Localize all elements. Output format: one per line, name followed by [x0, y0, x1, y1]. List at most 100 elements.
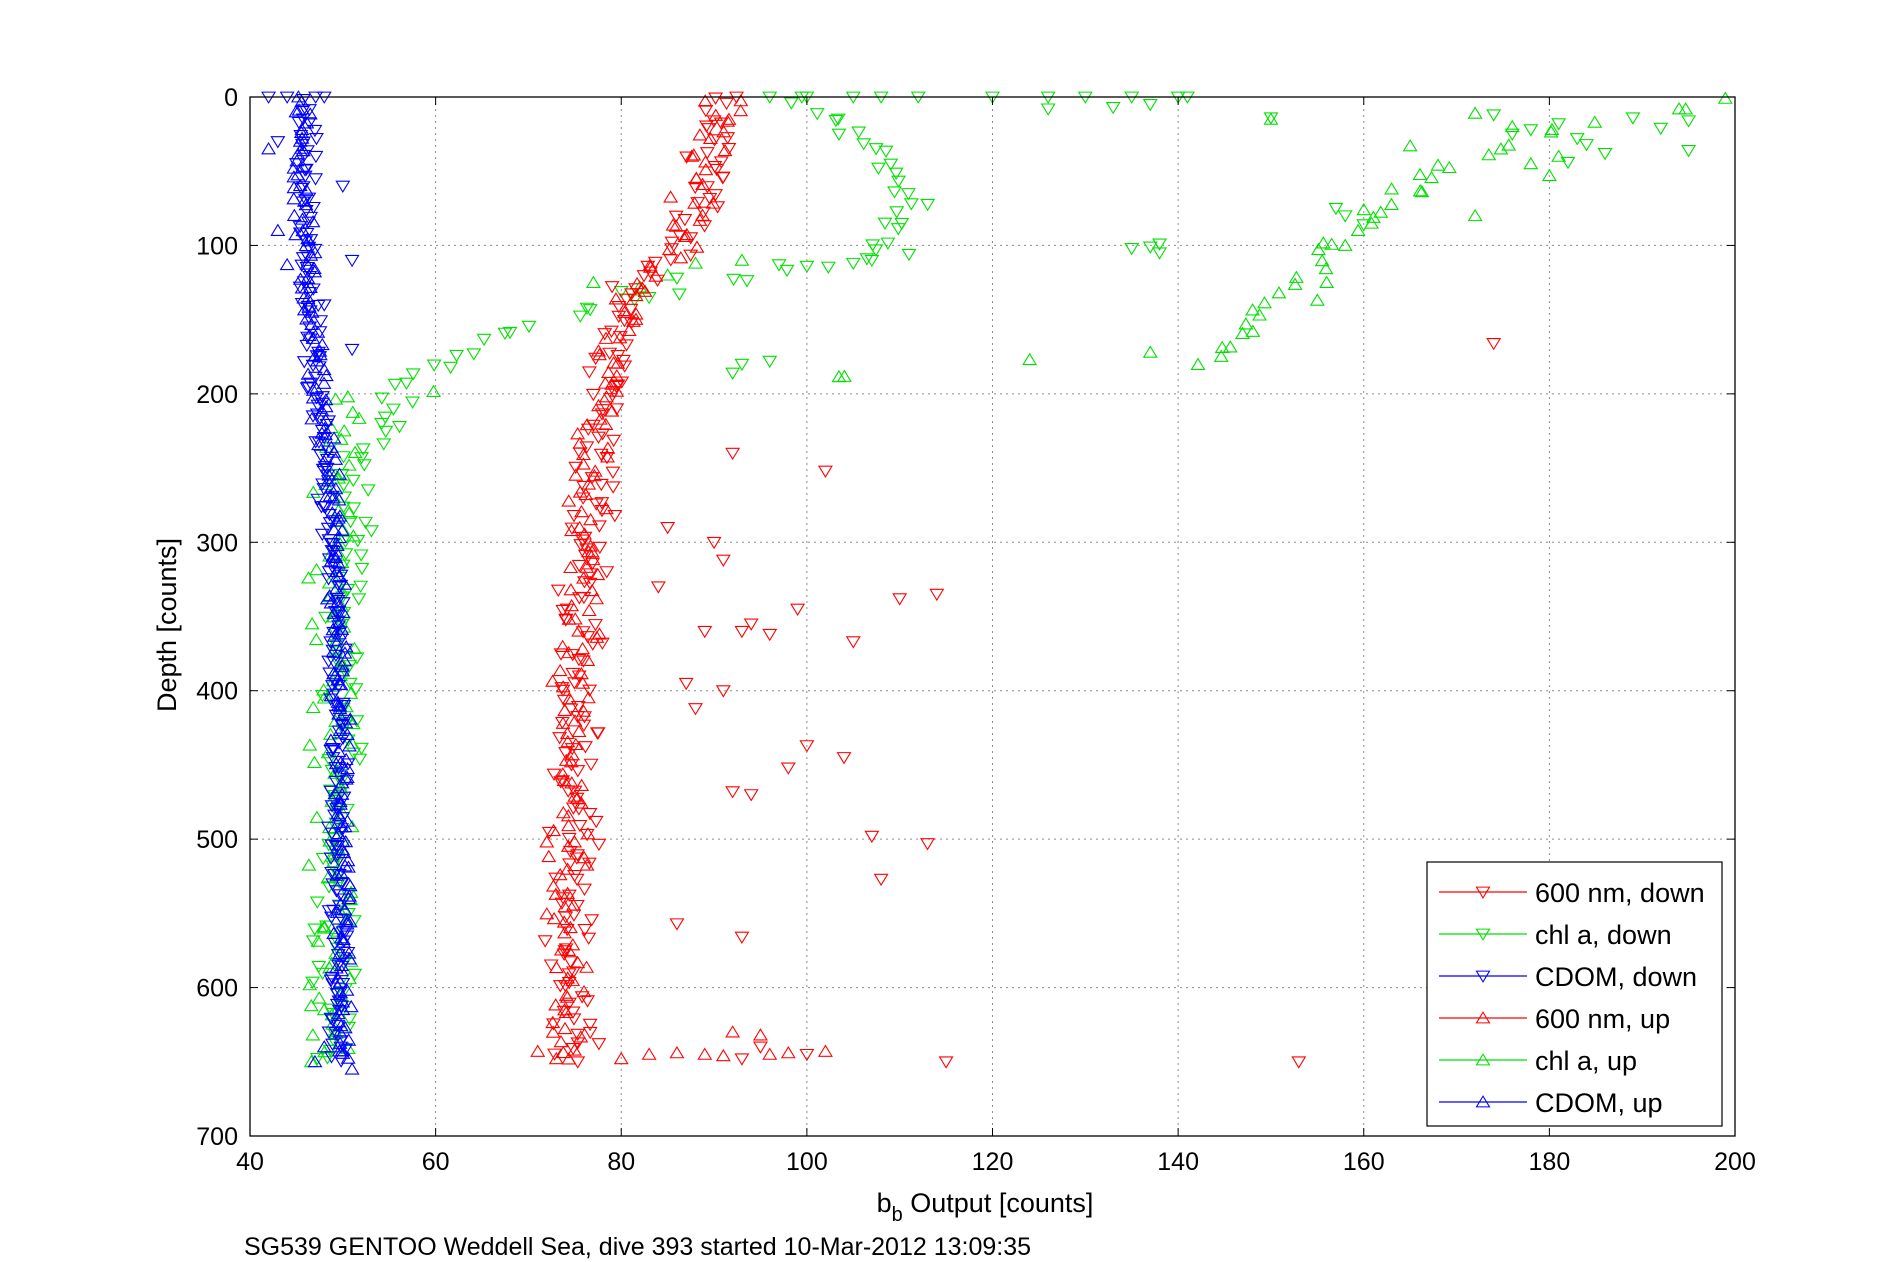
x-tick-label: 140 — [1157, 1148, 1199, 1176]
data-point — [697, 625, 713, 639]
data-point — [322, 667, 338, 680]
data-point — [663, 254, 679, 267]
data-point — [1310, 242, 1326, 256]
data-point — [321, 881, 337, 894]
data-point — [820, 261, 836, 275]
data-point — [562, 858, 577, 871]
data-point — [319, 418, 335, 432]
data-point — [564, 743, 580, 756]
data-point — [938, 1056, 954, 1069]
data-point — [695, 177, 711, 190]
data-point — [302, 333, 318, 346]
data-point — [324, 911, 339, 924]
data-point — [299, 227, 315, 241]
data-point — [1213, 349, 1229, 362]
data-point — [567, 1043, 582, 1056]
data-point — [583, 512, 599, 526]
data-point — [316, 919, 332, 933]
data-point — [449, 349, 465, 363]
data-point — [331, 707, 347, 720]
data-point — [347, 445, 363, 459]
data-point — [335, 926, 351, 939]
data-point — [574, 778, 590, 791]
data-point — [325, 549, 341, 562]
data-point — [312, 351, 328, 364]
data-point — [1681, 115, 1697, 128]
data-point — [583, 539, 599, 552]
data-point — [600, 441, 616, 454]
data-point — [327, 515, 343, 528]
data-point — [325, 978, 341, 991]
data-point — [734, 358, 750, 372]
data-point — [328, 481, 344, 495]
data-point — [617, 360, 633, 373]
y-tick-label: 0 — [224, 84, 238, 112]
data-point — [300, 264, 316, 278]
data-point — [1653, 122, 1669, 136]
data-point — [581, 603, 597, 617]
data-point — [557, 1021, 573, 1035]
data-point — [301, 858, 317, 871]
data-point — [828, 114, 844, 128]
data-point — [300, 331, 316, 345]
data-point — [580, 995, 596, 1008]
x-axis-label-main: b — [877, 1188, 892, 1218]
data-point — [642, 266, 658, 279]
data-point — [328, 392, 344, 405]
data-point — [310, 934, 326, 947]
data-point — [557, 926, 573, 939]
data-point — [318, 427, 333, 441]
data-point — [571, 559, 587, 573]
data-point — [599, 566, 615, 579]
data-point — [890, 223, 906, 236]
data-point — [579, 441, 595, 454]
data-point — [343, 686, 359, 699]
data-point — [335, 597, 351, 610]
data-point — [335, 559, 351, 572]
y-tick-label: 100 — [196, 232, 238, 260]
data-point — [300, 251, 316, 264]
data-point — [628, 307, 644, 320]
data-point — [548, 872, 564, 886]
data-point — [319, 453, 335, 467]
data-point — [1551, 149, 1567, 162]
data-point — [590, 567, 606, 581]
data-point — [556, 773, 572, 786]
data-point — [327, 605, 343, 619]
data-point — [333, 1055, 349, 1068]
data-point — [570, 701, 586, 714]
data-point — [360, 484, 376, 497]
data-point — [358, 516, 374, 530]
data-point — [270, 136, 286, 149]
data-point — [1467, 208, 1483, 222]
data-point — [566, 966, 582, 979]
data-point — [299, 382, 315, 395]
data-point — [324, 545, 340, 558]
data-point — [608, 292, 624, 305]
data-point — [648, 269, 664, 282]
data-point — [573, 504, 589, 518]
data-point — [650, 274, 666, 288]
data-point — [556, 694, 572, 708]
data-point — [330, 801, 346, 814]
data-point — [565, 1043, 581, 1056]
data-point — [563, 703, 579, 716]
data-point — [577, 549, 593, 563]
data-point — [587, 619, 603, 632]
data-point — [575, 534, 591, 547]
data-point — [1324, 237, 1340, 250]
data-point — [888, 167, 904, 180]
data-point — [314, 391, 330, 404]
data-point — [725, 447, 741, 461]
data-point — [302, 738, 318, 751]
data-point — [316, 691, 332, 704]
data-point — [351, 411, 367, 424]
legend-label: 600 nm, down — [1535, 878, 1705, 908]
data-point — [566, 510, 582, 523]
data-point — [762, 355, 778, 369]
data-point — [887, 186, 902, 199]
data-point — [378, 425, 394, 439]
data-point — [321, 573, 337, 586]
data-point — [831, 369, 847, 383]
data-point — [1105, 101, 1121, 115]
